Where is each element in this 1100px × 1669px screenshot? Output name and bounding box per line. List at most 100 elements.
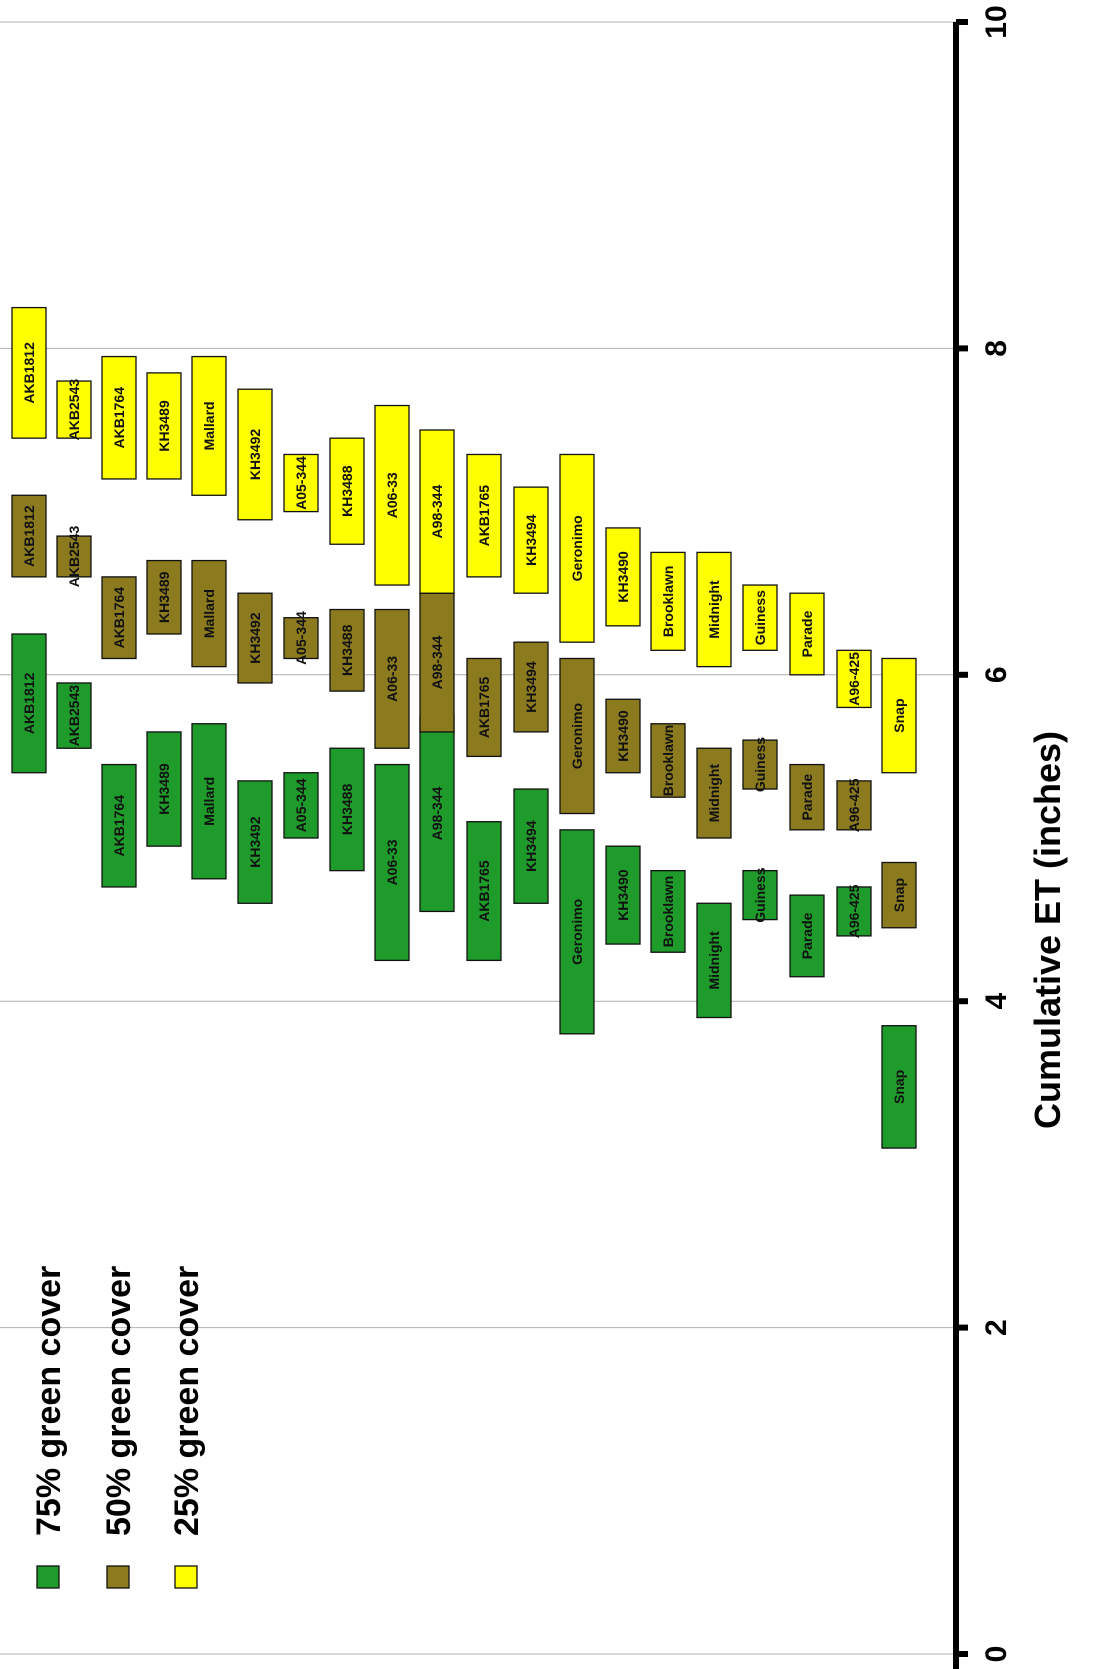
bar-KH3490 <box>605 527 641 627</box>
bar-label-AKB2543: AKB2543 <box>66 685 82 747</box>
bar-label-A98-344: A98-344 <box>429 485 445 539</box>
bar-label-group: AKB1765 <box>476 860 492 922</box>
bar-label-AKB1764: AKB1764 <box>111 587 127 649</box>
bar-label-Midnight: Midnight <box>706 764 722 823</box>
tick-label-2: 2 <box>980 1319 1013 1336</box>
bar-label-group: KH3488 <box>339 624 355 676</box>
bar-label-Guiness: Guiness <box>752 737 768 792</box>
bar-label-group: Snap <box>891 698 907 732</box>
legend-swatch-3 <box>174 1565 198 1589</box>
bar-AKB1812 <box>11 633 47 774</box>
bar-AKB1764 <box>101 763 137 888</box>
bar-Mallard <box>191 355 227 496</box>
bar-label-group: A98-344 <box>429 786 445 840</box>
bar-label-KH3494: KH3494 <box>523 514 539 566</box>
tick-label-group-6: 6 <box>980 666 1013 683</box>
bar-AKB1812 <box>11 306 47 439</box>
bar-label-group: A06-33 <box>384 656 400 702</box>
bar-AKB1764 <box>101 576 137 660</box>
bar-label-group: KH3490 <box>615 551 631 603</box>
bar-KH3488 <box>329 747 365 872</box>
bar-label-KH3494: KH3494 <box>523 661 539 713</box>
bar-Mallard <box>191 723 227 880</box>
bar-label-group: KH3492 <box>247 816 263 868</box>
bar-Midnight <box>696 551 732 668</box>
bar-KH3494 <box>513 788 549 904</box>
bar-A96-425 <box>836 886 872 937</box>
bar-label-group: Brooklawn <box>660 876 676 948</box>
bar-label-group: AKB1764 <box>111 587 127 649</box>
bar-groups: AKB1812 AKB2543 KH3489 A05-344 Mallard KH3488… <box>11 306 917 1149</box>
bar-label-group: Midnight <box>706 580 722 639</box>
bar-label-group: Mallard <box>201 401 217 450</box>
bar-label-Parade: Parade <box>799 610 815 657</box>
bar-KH3494 <box>513 486 549 594</box>
bar-label-group: KH3494 <box>523 820 539 872</box>
bar-label-AKB1812: AKB1812 <box>21 505 37 567</box>
bar-KH3489 <box>146 372 182 480</box>
bar-label-group: Mallard <box>201 777 217 826</box>
bar-AKB1765 <box>466 657 502 758</box>
bar-AKB2543 <box>56 380 92 439</box>
bar-label-group: AKB1764 <box>111 387 127 449</box>
bar-label-group: Midnight <box>706 931 722 990</box>
tick-label-group-2: 2 <box>980 1319 1013 1336</box>
bar-label-group: Guiness <box>752 590 768 645</box>
bar-Geronimo <box>559 657 595 815</box>
bar-KH3489 <box>146 731 182 847</box>
bar-Guiness <box>742 584 778 651</box>
bar-label-group: Brooklawn <box>660 566 676 638</box>
bar-label-KH3489: KH3489 <box>156 571 172 623</box>
bar-label-group: KH3488 <box>339 784 355 836</box>
bar-label-A06-33: A06-33 <box>384 656 400 702</box>
bar-Snap <box>881 861 917 929</box>
bar-label-A06-33: A06-33 <box>384 839 400 885</box>
bar-label-KH3492: KH3492 <box>247 612 263 664</box>
bar-label-group: AKB1765 <box>476 676 492 738</box>
bar-label-A98-344: A98-344 <box>429 635 445 689</box>
bar-label-group: KH3490 <box>615 710 631 762</box>
legend: 75% green cover 50% green cover 25% green … <box>30 1266 206 1589</box>
bar-label-group: Mallard <box>201 589 217 638</box>
bar-label-group: Snap <box>891 878 907 912</box>
bar-label-group: AKB1812 <box>21 505 37 567</box>
bar-label-KH3490: KH3490 <box>615 551 631 603</box>
bar-label-Snap: Snap <box>891 698 907 732</box>
bar-A06-33 <box>374 608 410 749</box>
bar-label-group: KH3489 <box>156 571 172 623</box>
bar-label-KH3489: KH3489 <box>156 400 172 452</box>
bar-label-A96-425: A96-425 <box>846 778 862 832</box>
bar-label-AKB1812: AKB1812 <box>21 672 37 734</box>
bar-Parade <box>789 763 825 831</box>
bar-label-group: AKB2543 <box>66 379 82 441</box>
bar-label-Midnight: Midnight <box>706 931 722 990</box>
bar-label-AKB2543: AKB2543 <box>66 526 82 588</box>
axis-title-group: Cumulative ET (inches) <box>1027 731 1068 1129</box>
bar-KH3490 <box>605 845 641 945</box>
bar-label-Parade: Parade <box>799 774 815 821</box>
bar-label-group: KH3489 <box>156 763 172 815</box>
bar-label-group: A98-344 <box>429 485 445 539</box>
bar-label-Brooklawn: Brooklawn <box>660 725 676 797</box>
bar-label-group: Snap <box>891 1070 907 1104</box>
bar-label-A98-344: A98-344 <box>429 786 445 840</box>
bar-label-A05-344: A05-344 <box>293 456 309 510</box>
series-3: AKB1812 AKB2543 AKB1764 KH3489 Mallard KH3492… <box>11 306 917 774</box>
tick-label-6: 6 <box>980 666 1013 683</box>
bar-label-group: A98-344 <box>429 635 445 689</box>
bar-A05-344 <box>283 772 319 839</box>
tick-label-group-10: 10 <box>980 5 1013 38</box>
bar-label-KH3492: KH3492 <box>247 429 263 481</box>
bar-label-Guiness: Guiness <box>752 590 768 645</box>
bar-label-group: KH3494 <box>523 661 539 713</box>
bar-label-AKB1765: AKB1765 <box>476 860 492 922</box>
bar-label-AKB2543: AKB2543 <box>66 379 82 441</box>
bar-Brooklawn <box>650 869 686 953</box>
bar-A06-33 <box>374 763 410 962</box>
bar-label-A96-425: A96-425 <box>846 652 862 706</box>
tick-label-10: 10 <box>980 5 1013 38</box>
bar-label-KH3488: KH3488 <box>339 624 355 676</box>
tick-label-4: 4 <box>980 993 1013 1010</box>
legend-label-3: 25% green cover <box>168 1266 206 1536</box>
bar-label-group: A96-425 <box>846 884 862 938</box>
